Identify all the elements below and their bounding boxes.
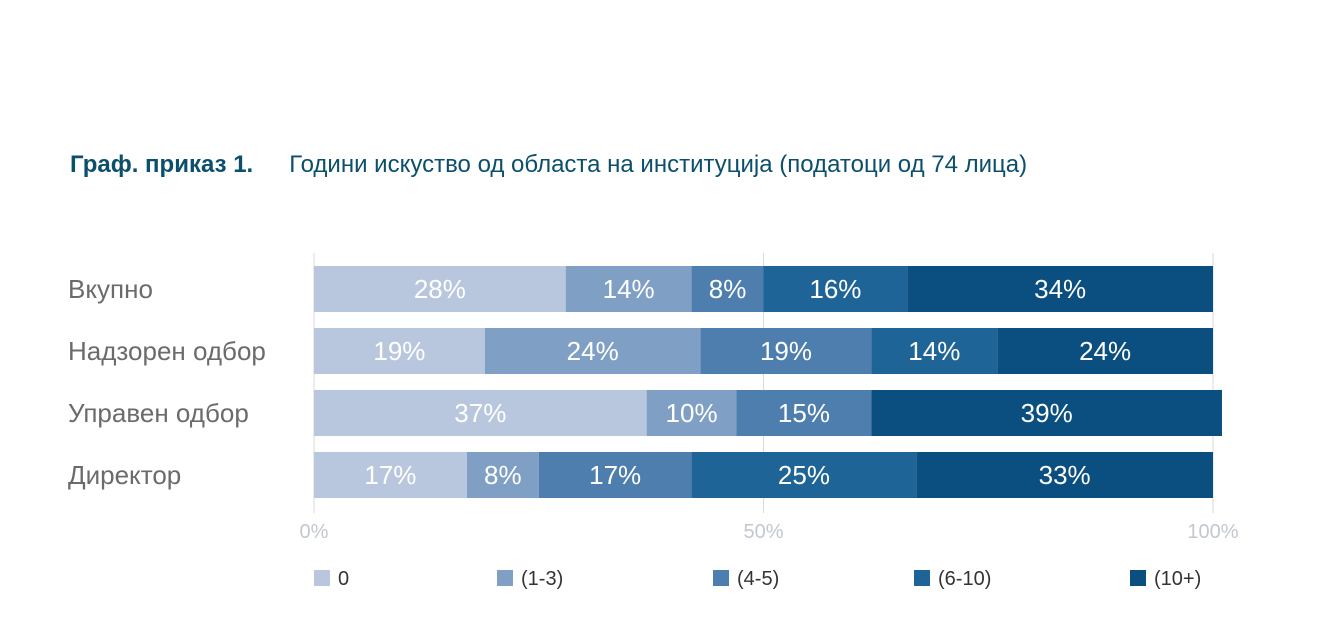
bar-segment — [314, 452, 467, 498]
data-label: 19% — [760, 336, 812, 366]
data-label: 8% — [484, 460, 522, 490]
data-label: 8% — [709, 274, 747, 304]
bar-segment — [314, 390, 647, 436]
data-label: 28% — [414, 274, 466, 304]
bar-segment — [484, 328, 701, 374]
data-label: 39% — [1021, 398, 1073, 428]
data-label: 14% — [603, 274, 655, 304]
data-label: 10% — [666, 398, 718, 428]
category-label: Управен одбор — [68, 398, 249, 428]
bar-segment — [871, 328, 998, 374]
figure-label: Граф. приказ 1. — [70, 151, 254, 178]
data-label: 24% — [567, 336, 619, 366]
data-label: 34% — [1034, 274, 1086, 304]
data-label: 19% — [373, 336, 425, 366]
data-label: 25% — [778, 460, 830, 490]
bar-segment — [565, 266, 692, 312]
bar-segment — [314, 266, 566, 312]
bar-segment — [646, 390, 737, 436]
data-label: 15% — [778, 398, 830, 428]
legend-label: (4-5) — [737, 568, 779, 590]
bar-segment — [871, 390, 1222, 436]
legend-label: 0 — [338, 568, 349, 590]
bar-segment — [691, 452, 917, 498]
bar-segment — [736, 390, 872, 436]
category-label: Директор — [68, 460, 181, 490]
legend-swatch — [914, 570, 930, 586]
data-label: 24% — [1079, 336, 1131, 366]
data-label: 17% — [364, 460, 416, 490]
data-label: 17% — [589, 460, 641, 490]
bar-segment — [916, 452, 1213, 498]
data-label: 16% — [809, 274, 861, 304]
legend-swatch — [713, 570, 729, 586]
legend-label: (10+) — [1154, 568, 1201, 590]
chart-title: Години искуство од областа на институциј… — [289, 151, 1028, 178]
x-tick-label: 0% — [300, 521, 329, 543]
legend-swatch — [1130, 570, 1146, 586]
x-tick-label: 100% — [1187, 521, 1238, 543]
category-label: Надзорен одбор — [68, 336, 266, 366]
bar-segment — [466, 452, 539, 498]
bar-segment — [538, 452, 692, 498]
data-label: 37% — [454, 398, 506, 428]
legend-label: (6-10) — [938, 568, 991, 590]
bar-segment — [691, 266, 764, 312]
data-label: 33% — [1039, 460, 1091, 490]
bar-segment — [314, 328, 485, 374]
data-label: 14% — [908, 336, 960, 366]
legend-label: (1-3) — [521, 568, 563, 590]
chart-title-row: Граф. приказ 1. Години искуство од облас… — [70, 147, 1027, 183]
x-tick-label: 50% — [743, 521, 783, 543]
bar-segment — [907, 266, 1213, 312]
legend-swatch — [497, 570, 513, 586]
category-label: Вкупно — [68, 274, 153, 304]
legend-swatch — [314, 570, 330, 586]
bar-segment — [997, 328, 1213, 374]
bar-segment — [700, 328, 872, 374]
bar-segment — [763, 266, 908, 312]
